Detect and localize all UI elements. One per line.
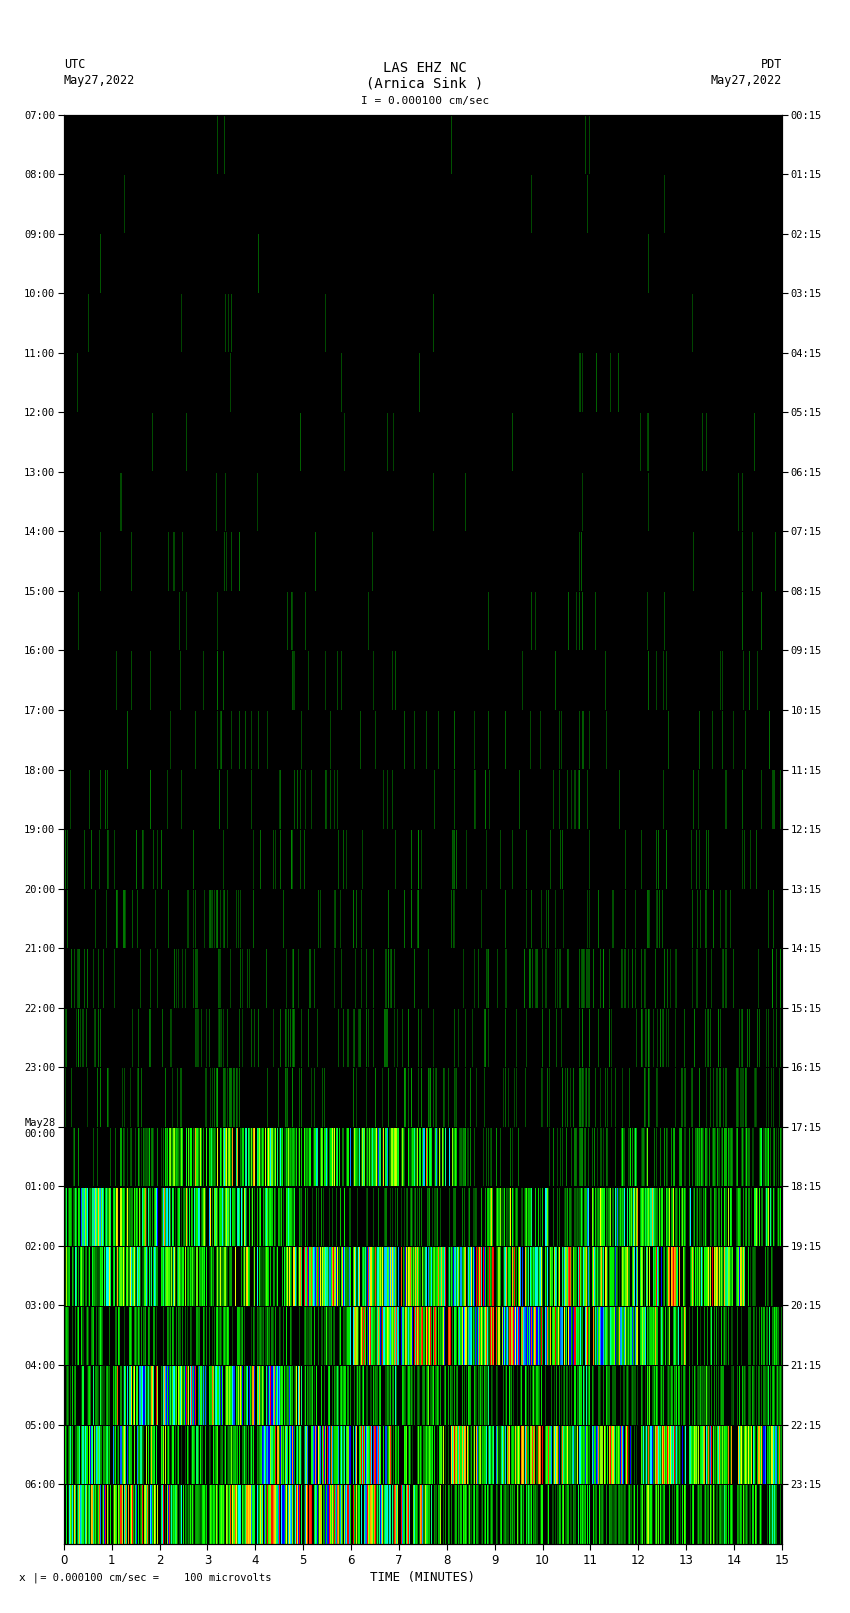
Text: x |: x | xyxy=(19,1573,39,1584)
Text: UTC: UTC xyxy=(64,58,85,71)
Text: LAS EHZ NC: LAS EHZ NC xyxy=(383,61,467,74)
Text: May27,2022: May27,2022 xyxy=(711,74,782,87)
Text: I = 0.000100 cm/sec: I = 0.000100 cm/sec xyxy=(361,97,489,106)
Text: = 0.000100 cm/sec =    100 microvolts: = 0.000100 cm/sec = 100 microvolts xyxy=(34,1573,271,1582)
Text: (Arnica Sink ): (Arnica Sink ) xyxy=(366,77,484,90)
X-axis label: TIME (MINUTES): TIME (MINUTES) xyxy=(371,1571,475,1584)
Text: May27,2022: May27,2022 xyxy=(64,74,135,87)
Text: PDT: PDT xyxy=(761,58,782,71)
